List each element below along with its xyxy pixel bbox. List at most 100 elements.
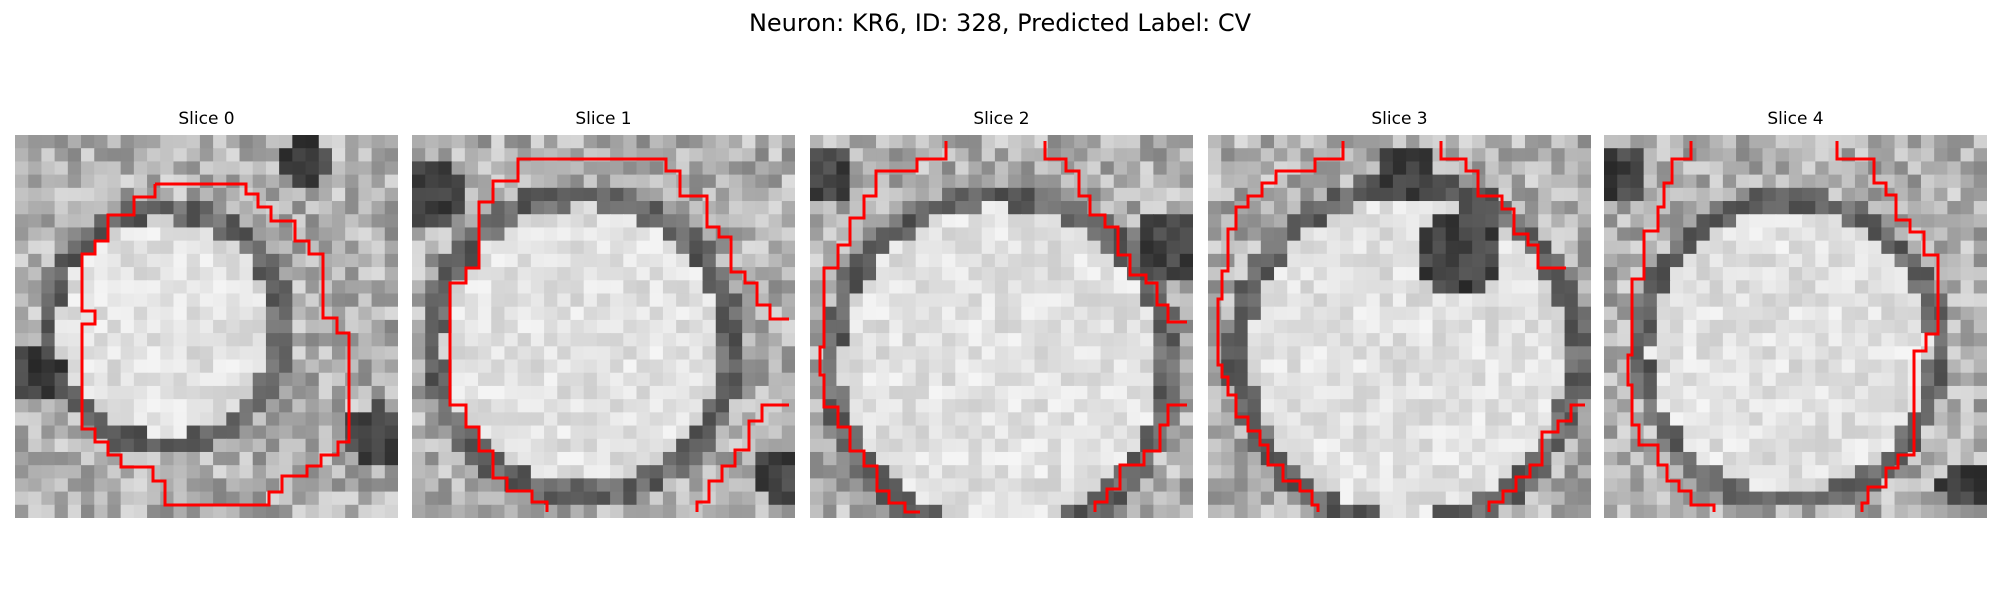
image-pixel [1960, 478, 1975, 493]
image-pixel [1617, 227, 1632, 242]
image-pixel [1788, 438, 1803, 453]
image-pixel [1643, 161, 1658, 176]
image-pixel [15, 359, 29, 374]
image-pixel [1854, 161, 1869, 176]
image-pixel [67, 148, 82, 163]
image-pixel [1034, 333, 1049, 347]
image-pixel [530, 201, 545, 215]
image-pixel [1868, 504, 1882, 518]
image-pixel [1656, 346, 1671, 361]
image-pixel [1656, 399, 1671, 413]
image-pixel [173, 372, 188, 387]
image-pixel [1260, 161, 1275, 176]
image-pixel [1881, 385, 1896, 400]
image-pixel [265, 161, 280, 176]
image-pixel [1247, 280, 1262, 295]
image-pixel [596, 319, 611, 334]
image-pixel [1113, 201, 1128, 215]
image-pixel [530, 319, 545, 334]
image-pixel [1973, 227, 1987, 242]
image-pixel [836, 201, 851, 215]
image-pixel [1485, 214, 1500, 229]
image-pixel [1551, 240, 1566, 255]
image-pixel [133, 425, 148, 440]
image-pixel [1008, 201, 1022, 215]
image-pixel [1960, 253, 1975, 268]
image-pixel [517, 135, 532, 149]
image-pixel [902, 333, 917, 347]
image-pixel [160, 201, 175, 215]
image-pixel [1683, 253, 1698, 268]
image-pixel [1775, 491, 1790, 506]
image-pixel [928, 372, 943, 387]
image-pixel [1815, 306, 1830, 321]
image-pixel [1485, 412, 1500, 427]
image-pixel [1126, 148, 1141, 163]
image-pixel [226, 267, 241, 281]
image-pixel [1630, 372, 1645, 387]
image-pixel [412, 359, 426, 374]
image-pixel [239, 293, 254, 308]
image-pixel [226, 306, 241, 321]
image-pixel [728, 359, 743, 374]
image-pixel [955, 385, 970, 400]
image-pixel [662, 372, 677, 387]
image-pixel [1140, 333, 1154, 347]
image-pixel [451, 135, 466, 149]
image-pixel [1656, 161, 1671, 176]
slice-pixels-1 [412, 135, 795, 518]
image-pixel [1564, 267, 1579, 281]
image-pixel [345, 425, 359, 440]
image-pixel [412, 201, 426, 215]
image-pixel [1524, 399, 1539, 413]
image-pixel [1577, 412, 1591, 427]
image-pixel [583, 135, 598, 149]
image-pixel [345, 346, 359, 361]
image-pixel [889, 293, 904, 308]
image-pixel [915, 491, 930, 506]
image-pixel [54, 148, 69, 163]
image-pixel [1775, 161, 1790, 176]
image-pixel [147, 253, 161, 268]
image-pixel [849, 438, 864, 453]
image-pixel [1828, 174, 1843, 189]
image-pixel [636, 359, 651, 374]
image-pixel [1021, 267, 1036, 281]
image-pixel [1736, 412, 1750, 427]
image-pixel [1894, 161, 1909, 176]
image-pixel [1300, 293, 1315, 308]
image-pixel [876, 240, 890, 255]
image-pixel [1564, 174, 1579, 189]
image-pixel [1577, 451, 1591, 466]
image-pixel [662, 214, 677, 229]
image-pixel [41, 491, 56, 506]
image-pixel [1140, 253, 1154, 268]
image-pixel [1274, 280, 1288, 295]
image-pixel [1008, 227, 1022, 242]
image-pixel [1564, 465, 1579, 479]
image-pixel [478, 306, 492, 321]
image-pixel [1868, 438, 1882, 453]
image-pixel [981, 280, 996, 295]
image-pixel [67, 399, 82, 413]
image-pixel [1313, 135, 1328, 149]
image-pixel [1087, 135, 1102, 149]
image-pixel [1060, 359, 1075, 374]
image-pixel [981, 135, 996, 149]
image-pixel [28, 214, 43, 229]
image-pixel [994, 372, 1009, 387]
image-pixel [768, 465, 783, 479]
image-pixel [1894, 319, 1909, 334]
image-pixel [318, 385, 333, 400]
image-pixel [412, 333, 426, 347]
image-pixel [199, 148, 214, 163]
image-pixel [1524, 504, 1539, 518]
image-pixel [147, 214, 161, 229]
image-pixel [1126, 478, 1141, 493]
image-pixel [252, 253, 267, 268]
image-pixel [425, 148, 440, 163]
image-pixel [1021, 319, 1036, 334]
image-pixel [823, 385, 838, 400]
image-pixel [1379, 491, 1394, 506]
image-pixel [1100, 385, 1115, 400]
